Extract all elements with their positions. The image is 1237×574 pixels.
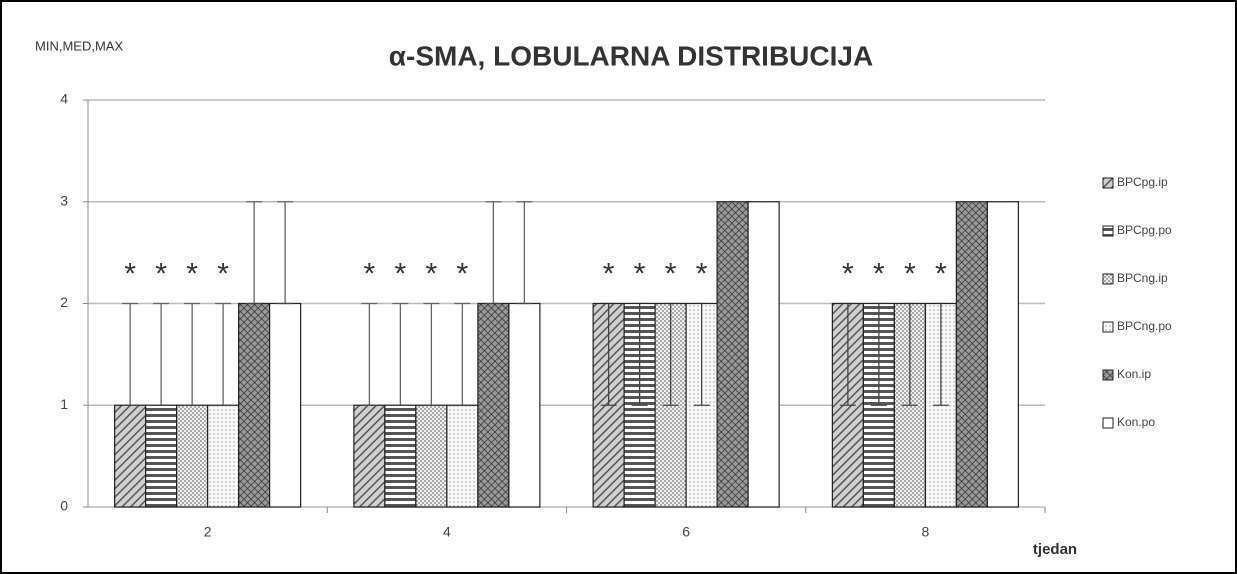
bar xyxy=(207,404,240,508)
significance-label: * xyxy=(217,257,229,290)
significance-label: * xyxy=(395,257,407,290)
significance-label: * xyxy=(603,257,615,290)
x-tick-label: 6 xyxy=(682,524,690,540)
legend-label: Kon.po xyxy=(1117,415,1155,429)
significance-label: * xyxy=(457,257,469,290)
bar xyxy=(238,302,271,508)
y-tick-label: 4 xyxy=(60,91,68,107)
bar xyxy=(415,404,448,508)
significance-label: * xyxy=(426,257,438,290)
bar xyxy=(353,404,386,508)
legend-swatch xyxy=(1102,321,1114,333)
legend-swatch xyxy=(1102,177,1114,189)
significance-label: * xyxy=(904,257,916,290)
y-axis-label: MIN,MED,MAX xyxy=(35,38,123,53)
legend-swatch xyxy=(1102,369,1114,381)
significance-label: * xyxy=(665,257,677,290)
bar xyxy=(446,404,479,508)
x-axis-label: tjedan xyxy=(1033,541,1077,558)
y-tick-label: 3 xyxy=(60,192,68,208)
significance-label: * xyxy=(935,257,947,290)
legend-swatch xyxy=(1102,225,1114,237)
bar xyxy=(477,302,510,508)
bar xyxy=(955,201,988,508)
x-tick-label: 2 xyxy=(204,524,212,540)
bar xyxy=(176,404,209,508)
bar xyxy=(716,201,749,508)
legend-label: Kon.ip xyxy=(1117,367,1151,381)
significance-label: * xyxy=(696,257,708,290)
bar xyxy=(508,302,541,508)
chart-title: α-SMA, LOBULARNA DISTRIBUCIJA xyxy=(389,40,873,71)
significance-label: * xyxy=(842,257,854,290)
legend-swatch xyxy=(1102,273,1114,285)
x-tick-label: 4 xyxy=(443,524,451,540)
y-tick-label: 1 xyxy=(60,396,68,412)
bar xyxy=(384,404,417,508)
significance-label: * xyxy=(186,257,198,290)
significance-label: * xyxy=(155,257,167,290)
legend-label: BPCpg.ip xyxy=(1117,175,1168,189)
bar xyxy=(114,404,147,508)
x-tick-label: 8 xyxy=(921,524,929,540)
legend-label: BPCng.ip xyxy=(1117,271,1168,285)
legend-label: BPCpg.po xyxy=(1117,223,1172,237)
bar xyxy=(986,201,1019,508)
significance-label: * xyxy=(364,257,376,290)
bar xyxy=(145,404,178,508)
y-tick-label: 2 xyxy=(60,294,68,310)
bar xyxy=(269,302,302,508)
significance-label: * xyxy=(634,257,646,290)
significance-label: * xyxy=(873,257,885,290)
y-tick-label: 0 xyxy=(60,498,68,514)
legend-label: BPCng.po xyxy=(1117,319,1172,333)
legend-swatch xyxy=(1102,417,1114,429)
bar xyxy=(747,201,780,508)
significance-label: * xyxy=(124,257,136,290)
